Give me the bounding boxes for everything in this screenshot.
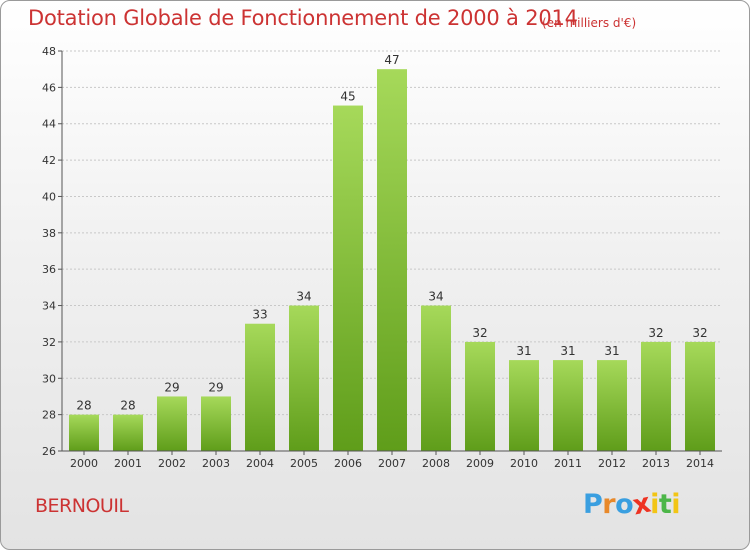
x-tick-label-2009: 2009 (466, 457, 494, 470)
x-tick-label-2005: 2005 (290, 457, 318, 470)
bar-2010 (509, 360, 539, 451)
value-label-2004: 33 (252, 308, 267, 322)
commune-name: BERNOUIL (35, 495, 129, 517)
y-tick-label: 32 (42, 336, 56, 349)
y-tick-label: 44 (42, 118, 56, 131)
bar-2011 (553, 360, 583, 451)
y-tick-label: 34 (42, 300, 56, 313)
y-tick-label: 42 (42, 154, 56, 167)
bars (69, 69, 715, 451)
x-tick-label-2013: 2013 (642, 457, 670, 470)
value-label-2009: 32 (472, 326, 487, 340)
chart-title: Dotation Globale de Fonctionnement de 20… (28, 6, 578, 30)
value-label-2001: 28 (120, 399, 135, 413)
bar-2002 (157, 396, 187, 451)
x-tick-label-2011: 2011 (554, 457, 582, 470)
x-tick-label-2014: 2014 (686, 457, 714, 470)
value-label-2000: 28 (76, 399, 91, 413)
logo-letter: i (671, 489, 681, 520)
x-tick-label-2003: 2003 (202, 457, 230, 470)
value-label-2007: 47 (384, 53, 399, 67)
y-tick-label: 46 (42, 81, 56, 94)
x-tick-label-2007: 2007 (378, 457, 406, 470)
y-tick-label: 38 (42, 227, 56, 240)
bar-2005 (289, 305, 319, 451)
bar-2008 (421, 305, 451, 451)
x-tick-label-2004: 2004 (246, 457, 274, 470)
y-tick-label: 48 (42, 45, 56, 58)
data-labels: 28 28 29 29 33 34 45 47 34 32 31 31 31 32 32 (76, 53, 707, 412)
logo-letter: t (658, 489, 672, 520)
x-tick-label-2002: 2002 (158, 457, 186, 470)
logo-letter: o (615, 489, 634, 520)
logo-letter: r (602, 489, 616, 520)
y-tick-label: 30 (42, 372, 56, 385)
x-tick-label-2008: 2008 (422, 457, 450, 470)
value-label-2010: 31 (516, 344, 531, 358)
y-tick-label: 28 (42, 409, 56, 422)
bar-2007 (377, 69, 407, 451)
bar-2009 (465, 341, 495, 451)
value-label-2008: 34 (428, 290, 443, 304)
y-tick-label: 36 (42, 263, 56, 276)
bar-2013 (641, 341, 671, 451)
x-tick-label-2012: 2012 (598, 457, 626, 470)
x-tick-label-2010: 2010 (510, 457, 538, 470)
logo-letter: i (650, 489, 659, 520)
value-label-2002: 29 (164, 380, 179, 394)
x-tick-label-2000: 2000 (70, 457, 98, 470)
bar-2006 (333, 105, 363, 451)
bar-2001 (113, 414, 143, 451)
axes: 26 28 30 32 34 36 38 40 42 44 46 48 2000 2001 2002 2003… (42, 45, 722, 470)
logo-letter: P (583, 489, 603, 520)
value-label-2003: 29 (208, 380, 223, 394)
bar-2014 (685, 341, 715, 451)
value-label-2013: 32 (648, 326, 663, 340)
chart-subtitle: (en milliers d'€) (542, 16, 637, 30)
bar-2012 (597, 360, 627, 451)
value-label-2005: 34 (296, 290, 311, 304)
bar-2003 (201, 396, 231, 451)
x-tick-label-2006: 2006 (334, 457, 362, 470)
value-label-2012: 31 (604, 344, 619, 358)
y-tick-label: 40 (42, 190, 56, 203)
bar-2000 (69, 414, 99, 451)
bar-2004 (245, 323, 275, 451)
proxiti-logo: Proxiti (583, 488, 681, 522)
y-tick-label: 26 (42, 445, 56, 458)
value-label-2014: 32 (692, 326, 707, 340)
x-tick-label-2001: 2001 (114, 457, 142, 470)
value-label-2006: 45 (340, 90, 355, 104)
value-label-2011: 31 (560, 344, 575, 358)
